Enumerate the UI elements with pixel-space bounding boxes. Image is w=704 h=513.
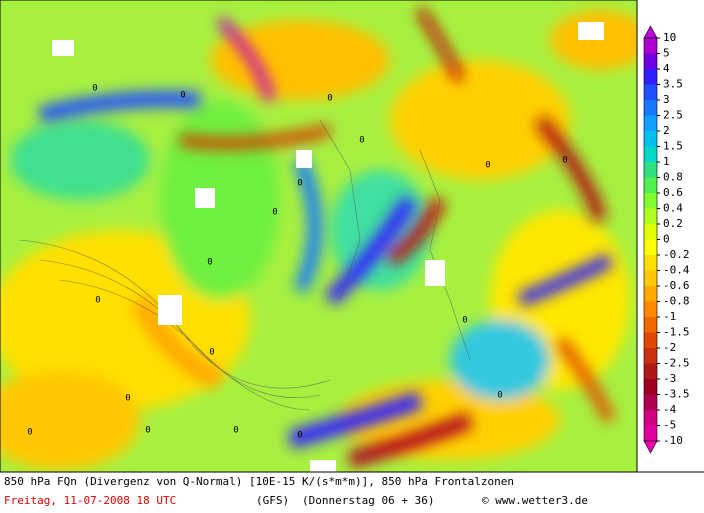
colorbar-label: 0.8 xyxy=(663,171,683,184)
colorbar-swatch xyxy=(644,162,657,178)
colorbar-label: -2 xyxy=(663,341,676,354)
colorbar-swatch xyxy=(644,38,657,54)
colorbar-swatch xyxy=(644,131,657,147)
colorbar-label: 3.5 xyxy=(663,78,683,91)
colorbar-label: -1 xyxy=(663,310,676,323)
colorbar-label: -0.2 xyxy=(663,248,690,261)
footer-date: Freitag, 11-07-2008 18 UTC xyxy=(4,494,176,507)
contour-label: 0 xyxy=(297,179,302,189)
colorbar-swatch xyxy=(644,332,657,349)
colorbar-bottom-arrow xyxy=(643,440,658,454)
colorbar-swatch xyxy=(644,208,657,225)
colorbar-label: -3 xyxy=(663,372,676,385)
contour-label: 0 xyxy=(562,156,567,166)
contour-label: 0 xyxy=(27,428,32,438)
colorbar-swatch xyxy=(644,255,657,271)
colorbar-label: 5 xyxy=(663,47,670,60)
colorbar-swatch xyxy=(644,317,657,333)
colorbar-swatch xyxy=(644,224,657,240)
footer-model: (GFS) xyxy=(256,494,289,507)
colorbar-label: 1.5 xyxy=(663,140,683,153)
colorbar-label: 1 xyxy=(663,155,670,168)
colorbar-swatch xyxy=(644,84,657,101)
contour-label: 0 xyxy=(497,391,502,401)
colorbar-label: -0.8 xyxy=(663,295,690,308)
colorbar-swatch xyxy=(644,146,657,163)
contour-label: 0 xyxy=(209,348,214,358)
colorbar-swatch xyxy=(644,115,657,132)
colorbar-swatch xyxy=(644,410,657,426)
colorbar-label: -0.4 xyxy=(663,264,690,277)
footer-copyright: © www.wetter3.de xyxy=(482,494,588,507)
colorbar-swatch xyxy=(644,379,657,395)
colorbar-label: 2 xyxy=(663,124,670,137)
colorbar-swatch xyxy=(644,301,657,318)
colorbar-swatch xyxy=(644,363,657,380)
colorbar-top-arrow xyxy=(643,25,658,39)
colorbar-label: -10 xyxy=(663,434,683,447)
contour-label: 0 xyxy=(327,94,332,104)
colorbar-swatch xyxy=(644,53,657,70)
contour-label: 0 xyxy=(95,296,100,306)
colorbar-label: -5 xyxy=(663,419,676,432)
footer-run: (Donnerstag 06 + 36) xyxy=(302,494,434,507)
colorbar-swatch xyxy=(644,394,657,411)
colorbar-label: 10 xyxy=(663,31,676,44)
contour-label: 0 xyxy=(485,161,490,171)
colorbar-swatch xyxy=(644,69,657,85)
colorbar-swatch xyxy=(644,425,657,442)
colorbar-swatch xyxy=(644,270,657,287)
contour-label: 0 xyxy=(359,136,364,146)
colorbar-label: 0 xyxy=(663,233,670,246)
colorbar-label: 0.2 xyxy=(663,217,683,230)
colorbar-swatch xyxy=(644,239,657,256)
colorbar-label: 4 xyxy=(663,62,670,75)
colorbar-swatch xyxy=(644,177,657,194)
colorbar-label: -1.5 xyxy=(663,326,690,339)
contour-label: 0 xyxy=(462,316,467,326)
colorbar-label: 0.6 xyxy=(663,186,683,199)
colorbar-swatch xyxy=(644,286,657,302)
colorbar-swatch xyxy=(644,193,657,209)
contour-label: 0 xyxy=(92,84,97,94)
colorbar-label: -0.6 xyxy=(663,279,690,292)
colorbar-swatch xyxy=(644,348,657,364)
colorbar-swatch xyxy=(644,100,657,116)
colorbar-label: -2.5 xyxy=(663,357,690,370)
contour-label: 0 xyxy=(180,91,185,101)
contour-label: 0 xyxy=(297,431,302,441)
footer-title: 850 hPa FQn (Divergenz von Q-Normal) [10… xyxy=(4,475,514,488)
map xyxy=(0,0,637,472)
contour-label: 0 xyxy=(125,394,130,404)
colorbar-label: 2.5 xyxy=(663,109,683,122)
contour-label: 0 xyxy=(233,426,238,436)
contour-label: 0 xyxy=(145,426,150,436)
contour-label: 0 xyxy=(272,208,277,218)
contour-label: 0 xyxy=(207,258,212,268)
colorbar-label: -3.5 xyxy=(663,388,690,401)
colorbar-label: 0.4 xyxy=(663,202,683,215)
colorbar-label: -4 xyxy=(663,403,677,416)
colorbar-label: 3 xyxy=(663,93,670,106)
